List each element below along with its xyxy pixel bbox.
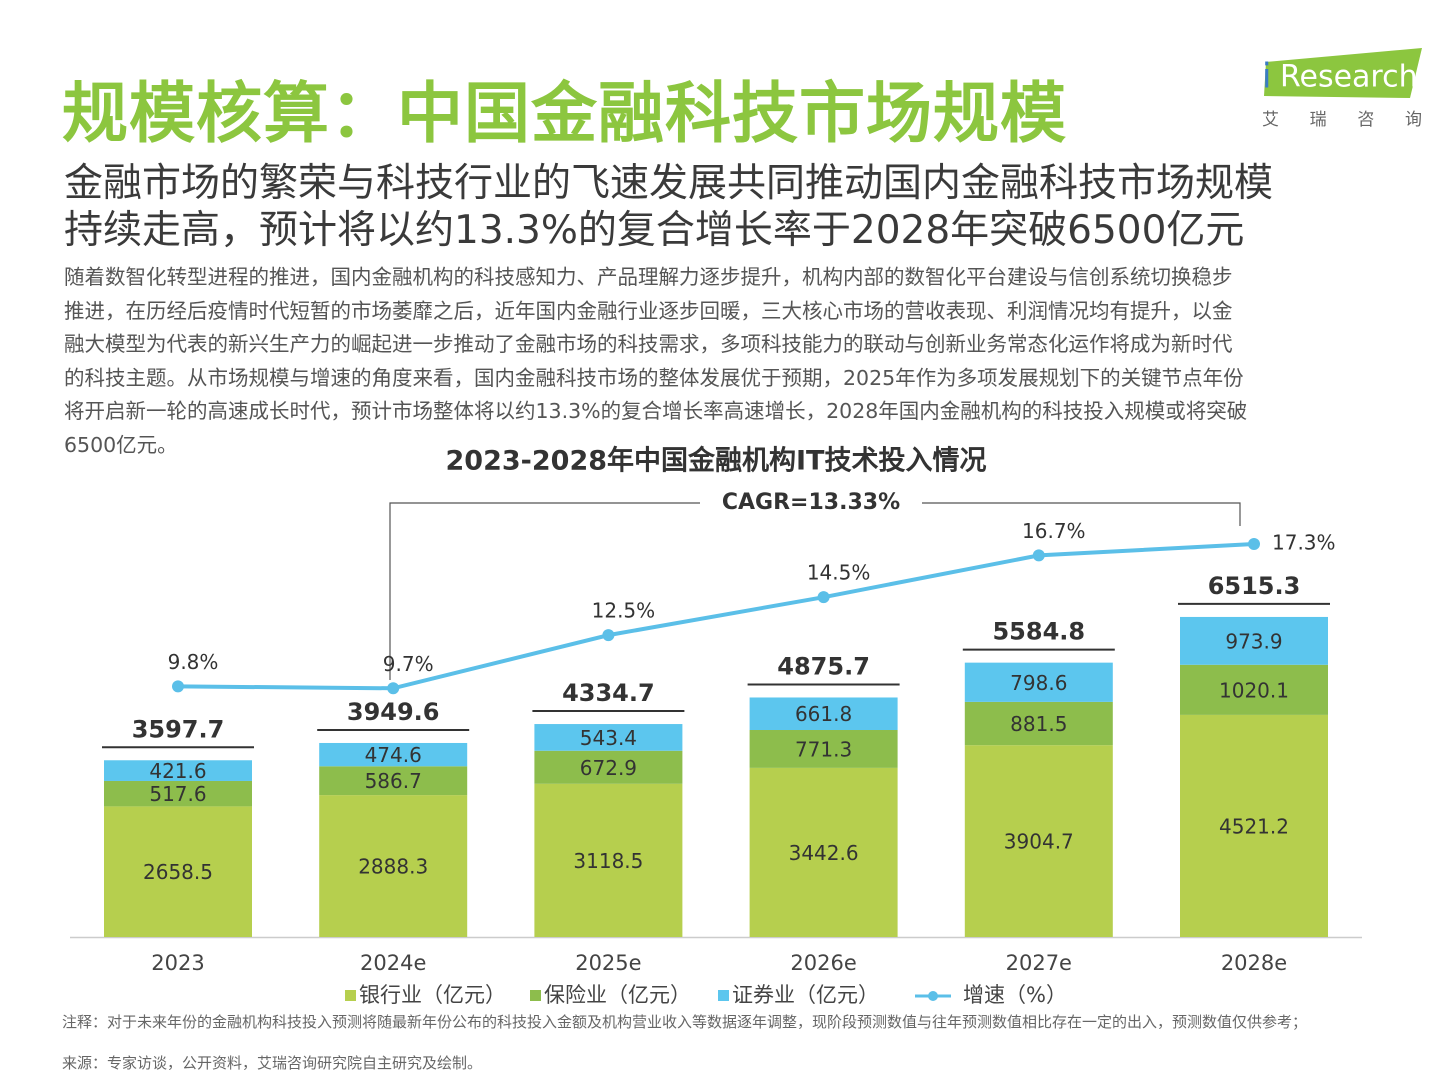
annotation: CAGR=13.33% [722,490,900,515]
data-label: 543.4 [580,726,637,750]
growth-label: 9.8% [168,650,219,674]
bar-segment [1180,616,1328,665]
data-label: 881.5 [1010,712,1067,736]
x-tick-label: 2028e [1221,951,1287,975]
legend-label: 证券业（亿元） [732,983,879,1007]
page-title: 规模核算：中国金融科技市场规模 [62,75,1067,152]
legend-label: 保险业（亿元） [544,983,691,1007]
bar-segment [319,742,468,767]
body-line: 随着数智化转型进程的推进，国内金融机构的科技感知力、产品理解力逐步提升，机构内部… [64,265,1233,289]
bracket [922,502,1241,526]
growth-point [387,682,400,695]
data-label: 771.3 [795,737,852,761]
legend-marker [928,991,938,1001]
data-label: 586.7 [365,769,422,793]
data-label: 798.6 [1010,671,1067,695]
logo-tagline: 艾 瑞 咨 询 [1262,110,1422,130]
body-line: 6500亿元。 [64,432,178,457]
growth-label: 9.7% [383,652,434,676]
bar-segment [534,724,683,751]
body-line: 的科技主题。从市场规模与增速的角度来看，国内金融科技市场的整体发展优于预期，20… [64,365,1244,390]
legend-swatch [718,990,729,1001]
data-label: 2658.5 [143,860,213,884]
bar-segment [104,806,252,937]
x-tick-label: 2025e [575,951,641,975]
growth-label: 14.5% [807,561,871,585]
data-label: 4521.2 [1219,814,1289,838]
bar-segment [749,729,898,768]
total-label: 6515.3 [1208,572,1301,600]
growth-label: 12.5% [592,599,656,623]
subtitle-line: 持续走高，预计将以约13.3%的复合增长率于2028年突破6500亿元 [64,208,1245,253]
data-label: 3442.6 [789,841,859,865]
bar-segment [534,783,683,937]
bar-segment [964,662,1113,702]
total-label: 4875.7 [777,652,870,680]
x-tick-label: 2024e [360,951,426,975]
legend-swatch [530,990,541,1001]
body-line: 融大模型为代表的新兴生产力的崛起进一步推动了金融市场的科技需求，多项科技能力的联… [64,332,1233,356]
logo-prefix: i [1262,57,1271,97]
chart-title: 2023-2028年中国金融机构IT技术投入情况 [446,445,987,477]
body-line: 推进，在历经后疫情时代短暂的市场萎靡之后，近年国内金融行业逐步回暖，三大核心市场… [64,298,1233,323]
legend-label: 增速（%） [963,983,1067,1007]
x-tick-label: 2027e [1006,951,1072,975]
data-label: 474.6 [365,743,422,767]
data-label: 672.9 [580,756,637,780]
source: 来源：专家访谈，公开资料，艾瑞咨询研究院自主研究及绘制。 [62,1054,483,1072]
bar-segment [964,745,1113,937]
legend-swatch [345,990,356,1001]
data-label: 661.8 [795,702,852,726]
growth-point [1032,549,1045,562]
total-label: 5584.8 [992,618,1085,646]
logo-shape [1264,48,1422,98]
growth-point [817,591,830,604]
bar-segment [1180,664,1328,715]
data-label: 973.9 [1225,629,1282,653]
bar-segment [319,795,468,937]
growth-line [177,542,1255,691]
bar-segment [1180,714,1328,937]
bar-segment [534,750,683,784]
total-label: 4334.7 [562,679,655,707]
note: 注释：对于未来年份的金融机构科技投入预测将随最新年份公布的科技投入金额及机构营业… [62,1013,1308,1031]
x-tick-label: 2026e [790,951,856,975]
data-label: 3904.7 [1004,830,1074,854]
data-label: 2888.3 [358,855,428,879]
bracket [389,502,700,680]
bar-segment [964,701,1113,746]
growth-label: 16.7% [1022,519,1086,543]
bar-segment [749,697,898,730]
data-label: 3118.5 [573,849,643,873]
growth-point [602,629,615,642]
total-label: 3597.7 [132,715,225,743]
body-line: 将开启新一轮的高速成长时代，预计市场整体将以约13.3%的复合增长率高速增长，2… [64,399,1248,423]
bar-segment [319,766,468,796]
growth-label: 17.3% [1272,531,1336,555]
x-tick-label: 2023 [151,951,204,975]
legend-label: 银行业（亿元） [359,983,506,1007]
total-label: 3949.6 [347,698,440,726]
data-label: 517.6 [149,782,206,806]
logo-name: Research [1280,60,1418,95]
bar-segment [749,767,898,937]
growth-point [172,680,184,693]
subtitle-line: 金融市场的繁荣与科技行业的飞速发展共同推动国内金融科技市场规模 [64,161,1274,206]
bar-segment [104,780,252,807]
data-label: 1020.1 [1219,678,1289,702]
data-label: 421.6 [149,759,206,783]
bar-segment [104,760,252,781]
growth-point [1248,538,1260,550]
